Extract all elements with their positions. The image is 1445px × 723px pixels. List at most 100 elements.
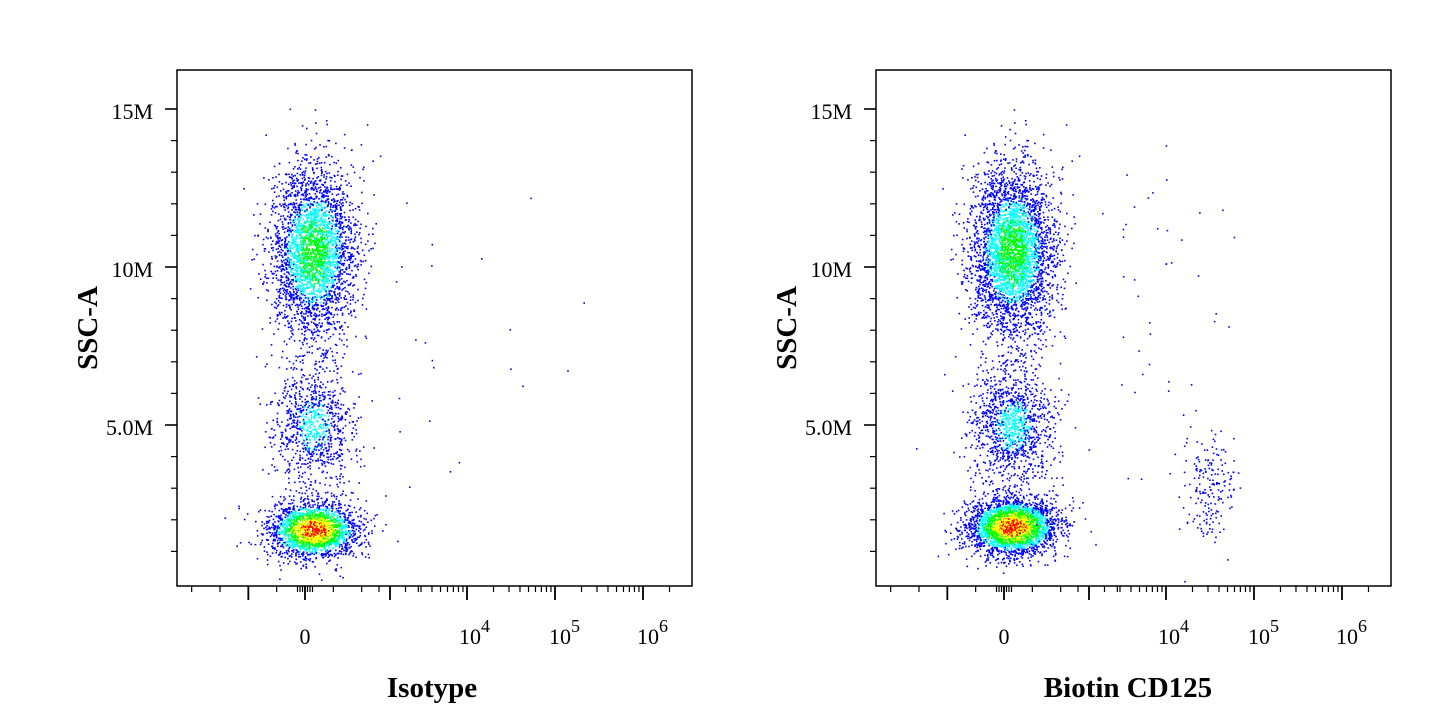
data-point: [329, 394, 331, 397]
data-point: [293, 257, 296, 260]
data-point: [310, 321, 313, 323]
data-point: [335, 540, 337, 542]
data-point: [303, 313, 305, 315]
data-point: [283, 522, 286, 525]
data-point: [306, 517, 309, 520]
data-point: [224, 517, 227, 519]
data-point: [321, 523, 323, 526]
data-point: [296, 212, 299, 214]
data-point: [317, 542, 319, 545]
data-point: [344, 424, 347, 427]
data-point: [292, 514, 294, 516]
data-point: [309, 552, 312, 554]
data-point: [371, 532, 373, 535]
data-point: [362, 168, 364, 171]
data-point: [341, 493, 344, 495]
data-point: [291, 556, 293, 558]
data-point: [350, 256, 352, 258]
plot-panel-isotype: 15M 10M 5.0M 0 104 105 106 SSC-A Isotype: [72, 69, 693, 704]
data-point: [304, 513, 306, 516]
data-point: [270, 208, 273, 210]
data-point: [274, 507, 276, 510]
data-point: [339, 477, 341, 480]
data-point: [300, 293, 302, 295]
data-point: [284, 541, 286, 544]
data-point: [295, 285, 297, 288]
data-point: [298, 259, 301, 262]
data-point: [339, 475, 341, 477]
data-point: [344, 439, 347, 442]
data-point: [286, 357, 288, 359]
data-point: [297, 416, 299, 418]
data-point: [334, 309, 337, 311]
data-point: [360, 237, 362, 240]
data-point: [339, 575, 342, 578]
data-point: [317, 219, 319, 222]
data-point: [295, 436, 298, 439]
data-point: [320, 497, 323, 500]
data-point: [360, 241, 362, 244]
data-point: [307, 426, 309, 429]
data-point: [342, 427, 344, 430]
data-point: [312, 187, 314, 190]
data-point: [288, 471, 290, 474]
data-point: [336, 478, 339, 480]
data-point: [318, 403, 321, 406]
data-point: [272, 177, 274, 179]
data-point: [326, 491, 329, 494]
data-point: [331, 408, 333, 411]
data-point: [299, 274, 302, 277]
data-point: [293, 518, 295, 521]
data-point: [323, 537, 326, 540]
data-point: [311, 552, 314, 555]
data-point: [341, 306, 344, 309]
data-point: [275, 515, 278, 518]
data-point: [290, 247, 292, 249]
data-point: [314, 481, 317, 484]
data-point: [308, 550, 311, 553]
data-point: [334, 543, 336, 545]
data-point: [307, 238, 310, 240]
data-point: [285, 518, 288, 521]
data-point: [302, 547, 305, 549]
data-point: [351, 253, 353, 256]
data-point: [287, 211, 290, 213]
data-point: [346, 544, 348, 547]
data-point: [307, 328, 309, 331]
data-point: [297, 284, 300, 287]
data-point: [339, 515, 341, 518]
data-point: [262, 243, 264, 246]
data-point: [308, 487, 311, 490]
data-point: [285, 395, 287, 397]
data-point: [323, 196, 325, 198]
data-point: [331, 402, 334, 404]
data-point: [298, 408, 301, 410]
data-point: [336, 495, 338, 498]
data-point: [293, 468, 296, 471]
data-point: [308, 446, 310, 449]
data-point: [296, 505, 299, 508]
data-point: [302, 553, 305, 555]
data-point: [326, 450, 328, 452]
data-point: [323, 232, 325, 234]
data-point: [318, 505, 321, 507]
data-point: [315, 449, 318, 451]
data-point: [329, 516, 331, 518]
data-point: [289, 417, 291, 420]
data-point: [303, 404, 306, 407]
data-point: [345, 219, 348, 221]
data-point: [352, 296, 354, 298]
data-point: [287, 410, 290, 413]
data-point: [264, 446, 266, 449]
data-point: [325, 538, 328, 541]
data-point: [308, 558, 310, 561]
data-point: [292, 532, 295, 535]
data-point: [341, 236, 343, 238]
data-point: [296, 408, 298, 411]
data-point: [342, 202, 344, 204]
data-point: [292, 515, 295, 517]
data-point: [335, 544, 338, 547]
data-point: [345, 236, 347, 238]
data-point: [320, 545, 322, 547]
data-point: [297, 179, 299, 181]
